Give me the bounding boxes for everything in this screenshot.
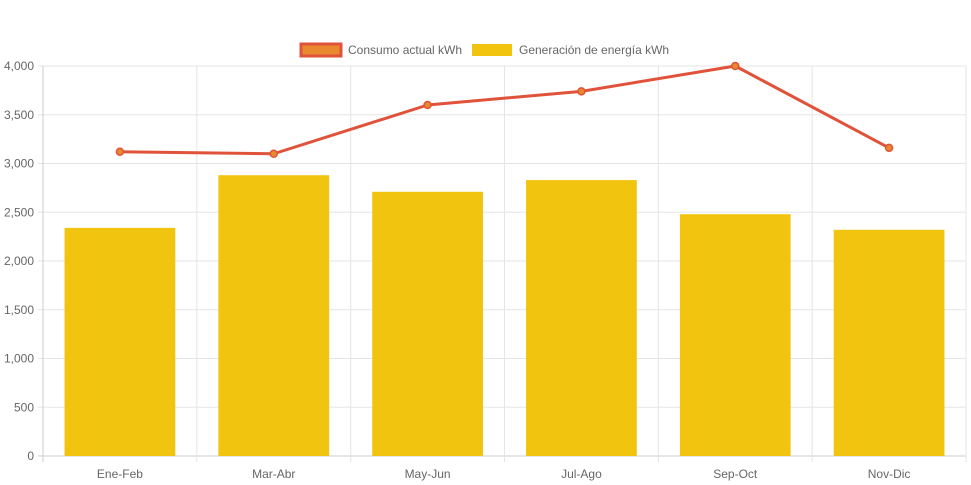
y-tick-label: 4,000 xyxy=(4,59,34,73)
y-axis: 0 500 1,000 1,500 2,000 2,500 3,000 3,500 4,000 xyxy=(4,59,34,463)
line-point-ene-feb[interactable] xyxy=(115,147,125,157)
legend-swatch-consumo[interactable] xyxy=(299,42,343,58)
bar-may-jun[interactable] xyxy=(372,191,483,456)
bar-series-generacion xyxy=(64,175,945,456)
y-tick-label: 1,500 xyxy=(4,303,34,317)
line-point-sep-oct[interactable] xyxy=(731,61,740,71)
bar-ene-feb[interactable] xyxy=(64,227,176,456)
legend-label-generacion[interactable]: Generación de energía kWh xyxy=(519,43,669,57)
bar-nov-dic[interactable] xyxy=(833,229,945,456)
line-point-may-jun[interactable] xyxy=(423,100,432,110)
line-path xyxy=(119,64,890,156)
line-point-mar-abr[interactable] xyxy=(269,149,278,158)
legend: Consumo actual kWh Generación de energía… xyxy=(299,42,669,58)
x-tick-label: Nov-Dic xyxy=(868,467,911,481)
y-tick-label: 2,500 xyxy=(4,205,34,219)
y-tick-label: 0 xyxy=(27,449,34,463)
y-tick-label: 500 xyxy=(14,400,34,414)
bar-mar-abr[interactable] xyxy=(218,175,330,456)
grid-lines xyxy=(38,65,967,462)
bar-jul-ago[interactable] xyxy=(526,180,637,456)
x-tick-label: Mar-Abr xyxy=(252,467,295,481)
y-tick-label: 3,500 xyxy=(4,108,34,122)
y-tick-label: 1,000 xyxy=(4,352,34,366)
y-tick-label: 3,000 xyxy=(4,157,34,171)
line-point-nov-dic[interactable] xyxy=(884,143,894,153)
x-tick-label: Ene-Feb xyxy=(97,467,143,481)
x-tick-label: Sep-Oct xyxy=(713,467,758,481)
x-axis: Ene-Feb Mar-Abr May-Jun Jul-Ago Sep-Oct Nov-D… xyxy=(97,467,911,481)
y-tick-label: 2,000 xyxy=(4,254,34,268)
line-point-jul-ago[interactable] xyxy=(577,87,586,96)
legend-swatch-generacion[interactable] xyxy=(472,44,512,56)
x-tick-label: Jul-Ago xyxy=(561,467,602,481)
line-series-consumo xyxy=(115,61,894,158)
x-tick-label: May-Jun xyxy=(405,467,451,481)
bar-sep-oct[interactable] xyxy=(679,214,791,456)
legend-label-consumo[interactable]: Consumo actual kWh xyxy=(348,43,462,57)
